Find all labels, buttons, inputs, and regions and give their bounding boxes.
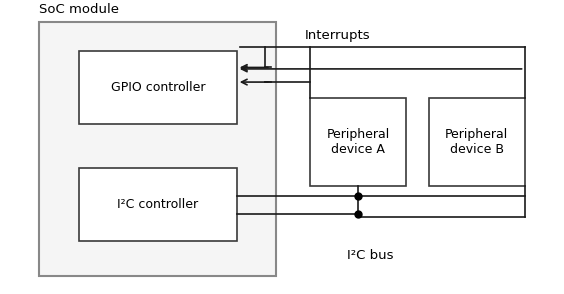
FancyBboxPatch shape — [39, 22, 276, 276]
FancyBboxPatch shape — [310, 98, 406, 186]
Text: Interrupts: Interrupts — [305, 29, 370, 42]
Text: GPIO controller: GPIO controller — [111, 81, 205, 94]
FancyBboxPatch shape — [79, 51, 237, 124]
FancyBboxPatch shape — [79, 168, 237, 241]
Text: SoC module: SoC module — [39, 3, 120, 16]
Text: Peripheral
device B: Peripheral device B — [445, 128, 508, 156]
FancyBboxPatch shape — [429, 98, 525, 186]
Text: I²C bus: I²C bus — [347, 249, 393, 262]
Text: Peripheral
device A: Peripheral device A — [327, 128, 390, 156]
Text: I²C controller: I²C controller — [117, 198, 199, 211]
